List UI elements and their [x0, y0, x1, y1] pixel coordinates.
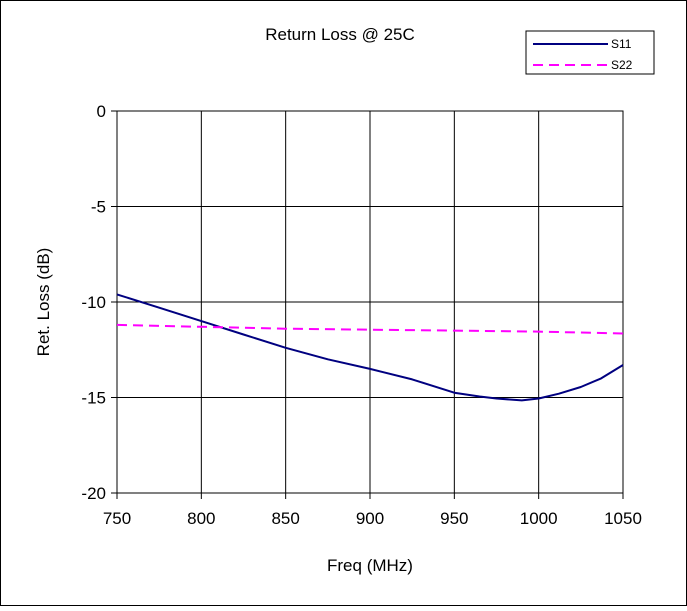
x-tick-label: 1050: [604, 509, 642, 528]
legend-label-s22: S22: [611, 58, 633, 72]
legend-box: [525, 30, 655, 75]
y-tick-label: -10: [81, 293, 106, 312]
x-tick-label: 750: [103, 509, 131, 528]
legend: S11 S22: [525, 30, 655, 75]
series-line-s22: [116, 323, 624, 335]
x-tick-label: 1000: [520, 509, 558, 528]
axes: 750 800 850 900 950 1000 1050 0 -5 -10 -15 -20: [81, 102, 641, 528]
series-line-s11: [116, 293, 624, 402]
y-axis-label: Ret. Loss (dB): [34, 248, 53, 357]
chart-title: Return Loss @ 25C: [265, 25, 415, 44]
y-tick-label: 0: [97, 102, 106, 121]
x-axis-label: Freq (MHz): [327, 556, 413, 575]
y-tick-label: -5: [91, 198, 106, 217]
x-tick-label: 900: [356, 509, 384, 528]
x-tick-label: 850: [271, 509, 299, 528]
y-tick-label: -20: [81, 484, 106, 503]
legend-label-s11: S11: [611, 37, 632, 51]
series-layer: [116, 293, 624, 402]
x-tick-label: 800: [187, 509, 215, 528]
x-tick-label: 950: [440, 509, 468, 528]
y-tick-label: -15: [81, 389, 106, 408]
grid: [117, 111, 623, 493]
